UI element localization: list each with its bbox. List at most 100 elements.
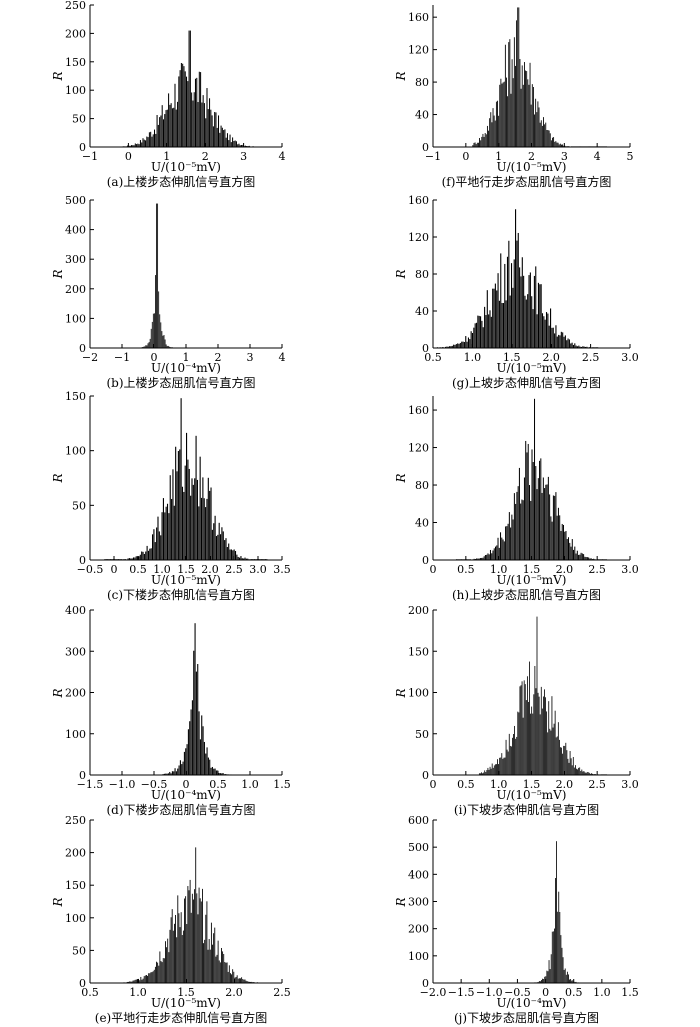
bar [132, 980, 134, 983]
bar [557, 142, 559, 147]
panel-caption: (b)上楼步态屈肌信号直方图 [106, 376, 256, 390]
bar [550, 954, 552, 983]
bar [206, 88, 208, 147]
bar [195, 435, 197, 560]
bar [198, 887, 200, 983]
bar [539, 981, 541, 983]
bar [151, 972, 153, 983]
bar [164, 114, 166, 147]
bar [223, 130, 225, 147]
bar [537, 478, 539, 560]
x-tick-label: 3.5 [273, 563, 291, 576]
x-tick-label: −2.0 [420, 986, 447, 999]
bar [127, 145, 129, 147]
bar [583, 346, 585, 348]
bar [486, 554, 488, 560]
x-tick-label: 3 [240, 150, 247, 163]
bar [145, 551, 147, 560]
y-axis-label: R [394, 896, 408, 907]
bar [506, 256, 509, 348]
bar [157, 124, 159, 147]
y-tick-label: 80 [415, 268, 429, 281]
bar [523, 680, 525, 775]
bar [131, 981, 133, 983]
bar [515, 738, 517, 775]
bar [561, 747, 562, 775]
bar [241, 558, 243, 560]
bar [531, 706, 533, 775]
y-tick-label: 160 [408, 194, 429, 207]
bar [202, 477, 204, 560]
bar [222, 951, 224, 983]
bar [551, 696, 553, 775]
bar [187, 729, 189, 775]
bar [573, 767, 575, 775]
bar [535, 466, 537, 560]
bar [500, 757, 502, 775]
bar [502, 303, 504, 348]
bar [216, 127, 218, 147]
bar [202, 95, 204, 147]
bar [523, 477, 525, 560]
bar [198, 71, 200, 147]
x-tick-label: 4 [279, 351, 286, 364]
bar [148, 132, 150, 147]
bar [189, 30, 191, 148]
bar [172, 469, 174, 560]
bar [487, 553, 489, 560]
bar [195, 671, 197, 775]
bar [538, 696, 540, 775]
x-tick-label: 3 [247, 351, 254, 364]
bar [485, 134, 487, 147]
bar [158, 531, 160, 560]
x-tick-label: 1 [495, 150, 502, 163]
bar [535, 266, 537, 348]
bar [548, 960, 550, 983]
bar [506, 749, 508, 775]
bar [175, 109, 177, 147]
bar [494, 283, 496, 348]
bar [470, 331, 472, 348]
bar [135, 556, 137, 560]
y-axis-label: R [394, 473, 408, 483]
x-tick-label: 2.5 [273, 986, 291, 999]
bar [481, 136, 483, 147]
x-tick-label: 0 [111, 563, 118, 576]
bar [512, 287, 514, 348]
bar [530, 500, 532, 560]
bar [210, 767, 212, 775]
x-tick-label: 0 [430, 778, 437, 791]
bar [147, 550, 150, 560]
bar [552, 931, 554, 983]
bar [569, 751, 571, 775]
bar [489, 766, 491, 775]
x-tick-label: 0.5 [81, 986, 99, 999]
panel-e: 0 50 100 150 200 250 0.5 1.0 1.5 2.0 2.5 [65, 814, 291, 999]
x-tick-label: 1.5 [177, 986, 195, 999]
panel-g: 0 40 80 120 160 0.5 1.0 1.5 2.0 2.5 3.0 [408, 194, 639, 364]
bar [547, 732, 549, 775]
bar [186, 432, 188, 560]
y-tick-label: 150 [65, 390, 86, 403]
bar [556, 841, 557, 983]
bar [184, 71, 186, 147]
bar [517, 711, 519, 775]
bar [526, 676, 528, 775]
bar [449, 346, 451, 348]
x-tick-label: 3.0 [621, 778, 639, 791]
bar [469, 339, 471, 348]
bar [500, 532, 502, 560]
bar [501, 302, 503, 348]
bar [171, 108, 173, 147]
bar [501, 83, 503, 147]
bar [187, 886, 189, 983]
bar [483, 556, 485, 560]
bar [226, 133, 228, 147]
bar [478, 142, 479, 147]
x-tick-label: 1.0 [241, 778, 259, 791]
bar [169, 929, 171, 983]
bar [249, 981, 250, 983]
x-tick-label: −1.5 [448, 986, 475, 999]
bar [228, 543, 230, 560]
bar [554, 141, 556, 147]
